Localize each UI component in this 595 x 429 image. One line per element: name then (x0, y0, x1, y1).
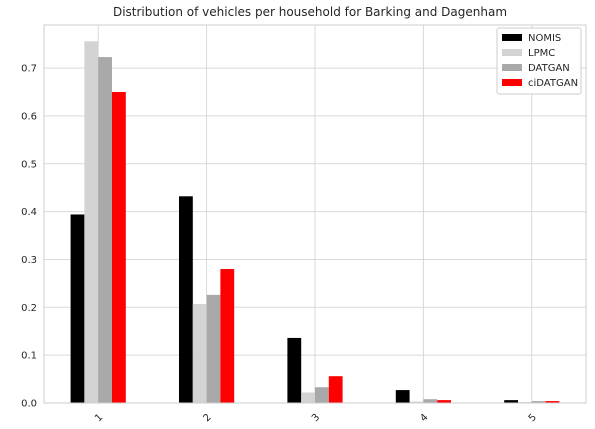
legend-swatch-datgan (502, 64, 522, 71)
y-tick-label: 0.5 (21, 159, 37, 170)
x-tick-label: 5 (527, 412, 539, 424)
legend-label-lpmc: LPMC (528, 48, 555, 59)
y-tick-label: 0.6 (21, 111, 37, 122)
bar-nomis-4 (396, 390, 410, 403)
legend-swatch-cidatgan (502, 79, 522, 86)
y-tick-label: 0.4 (21, 207, 37, 218)
x-tick-label: 4 (418, 412, 430, 424)
bar-cidatgan-3 (329, 376, 343, 403)
bar-nomis-1 (71, 214, 85, 403)
bar-lpmc-3 (301, 392, 315, 403)
bar-datgan-2 (207, 295, 221, 403)
bar-cidatgan-1 (112, 92, 126, 403)
bar-datgan-3 (315, 387, 329, 403)
x-tick-label: 3 (310, 412, 322, 424)
y-tick-label: 0.7 (21, 64, 37, 75)
y-tick-label: 0.3 (21, 255, 37, 266)
bar-cidatgan-2 (220, 269, 234, 403)
x-tick-label: 2 (202, 412, 214, 424)
bar-lpmc-1 (84, 41, 98, 403)
y-tick-label: 0.2 (21, 303, 37, 314)
bar-datgan-4 (423, 399, 437, 403)
y-tick-label: 0.1 (21, 351, 37, 362)
bar-nomis-3 (287, 338, 301, 403)
bar-lpmc-2 (193, 304, 207, 403)
legend-swatch-nomis (502, 34, 522, 41)
legend-label-cidatgan: ciDATGAN (528, 78, 578, 89)
legend-swatch-lpmc (502, 49, 522, 56)
bar-nomis-2 (179, 196, 193, 403)
legend-label-nomis: NOMIS (528, 33, 561, 44)
x-axis-ticks: 1 2 3 4 5 (93, 412, 539, 424)
bar-datgan-1 (98, 57, 112, 403)
chart-title: Distribution of vehicles per household f… (113, 5, 507, 19)
y-tick-label: 0.0 (21, 399, 37, 410)
legend-label-datgan: DATGAN (528, 63, 570, 74)
x-tick-label: 1 (93, 412, 105, 424)
y-axis-ticks: 0.0 0.1 0.2 0.3 0.4 0.5 0.6 0.7 (21, 64, 37, 410)
legend: NOMIS LPMC DATGAN ciDATGAN (497, 28, 581, 94)
